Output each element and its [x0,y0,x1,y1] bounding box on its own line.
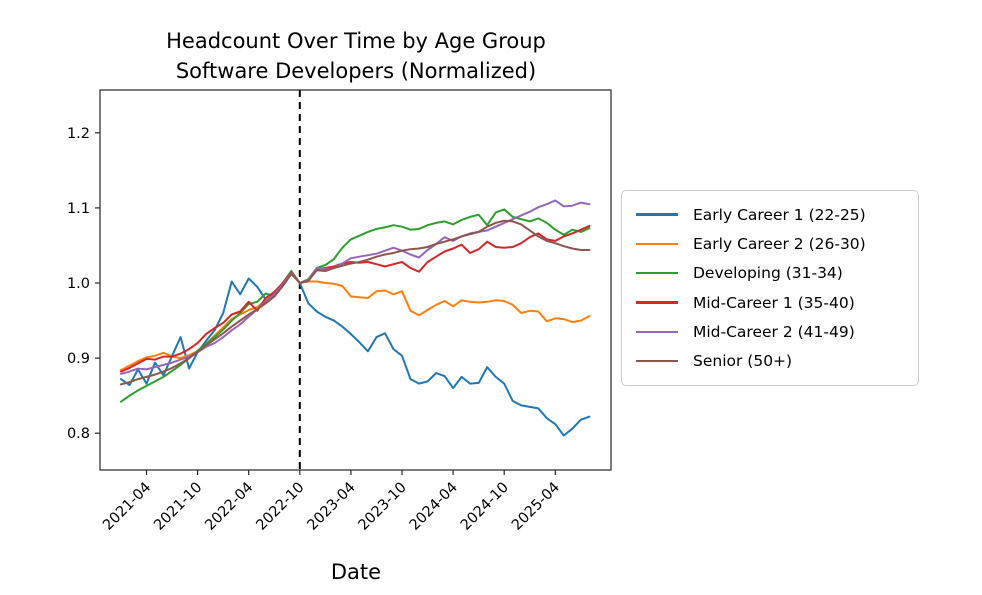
x-tick-label: 2024-10 [458,480,512,534]
series-line-developing-31-34 [120,208,591,403]
legend-item-mid-career-2-41-49: Mid-Career 2 (41-49) [630,317,910,346]
x-tick-label: 2022-04 [202,480,256,534]
series-line-senior-50 [120,219,591,386]
x-tick-label: 2023-04 [305,480,359,534]
legend-label: Mid-Career 1 (35-40) [693,293,855,312]
legend-item-developing-31-34: Developing (31-34) [630,259,910,288]
chart-title: Headcount Over Time by Age Group Softwar… [100,26,612,86]
chart-title-line2: Software Developers (Normalized) [175,59,537,83]
x-tick-label: 2023-10 [356,480,410,534]
legend-label: Developing (31-34) [693,264,843,283]
legend-color-line-developing-31-34 [636,272,678,275]
x-tick-label: 2022-10 [253,480,307,534]
legend-label: Senior (50+) [693,352,793,371]
legend-color-line-early-career-2-26-30 [636,242,678,246]
x-tick-label: 2021-04 [100,480,154,534]
legend-label: Mid-Career 2 (41-49) [693,322,855,341]
x-tick-label: 2021-10 [151,480,205,534]
legend-item-early-career-1-22-25: Early Career 1 (22-25) [630,200,910,229]
legend-item-early-career-2-26-30: Early Career 2 (26-30) [630,229,910,258]
legend: Early Career 1 (22-25) Early Career 2 (26… [621,190,919,386]
legend-item-senior-50: Senior (50+) [630,346,910,375]
x-tick-label: 2025-04 [509,480,563,534]
y-tick-label: 1.0 [67,276,90,292]
y-tick-label: 0.9 [67,351,90,367]
y-tick-label: 0.8 [67,426,90,442]
legend-color-line-early-career-1-22-25 [636,213,678,216]
legend-color-line-mid-career-1-35-40 [636,301,678,304]
legend-color-line-senior-50 [636,359,678,363]
y-tick-label: 1.1 [67,201,90,217]
legend-color-line-mid-career-2-41-49 [636,330,678,334]
axes-spines [99,89,612,471]
legend-label: Early Career 2 (26-30) [693,234,866,253]
legend-item-mid-career-1-35-40: Mid-Career 1 (35-40) [630,288,910,317]
chart-title-line1: Headcount Over Time by Age Group [166,29,546,53]
y-tick-label: 1.2 [67,126,90,142]
x-tick-label: 2024-04 [407,480,461,534]
legend-label: Early Career 1 (22-25) [693,205,866,224]
plot-background [100,90,611,470]
x-axis-label: Date [330,560,382,584]
